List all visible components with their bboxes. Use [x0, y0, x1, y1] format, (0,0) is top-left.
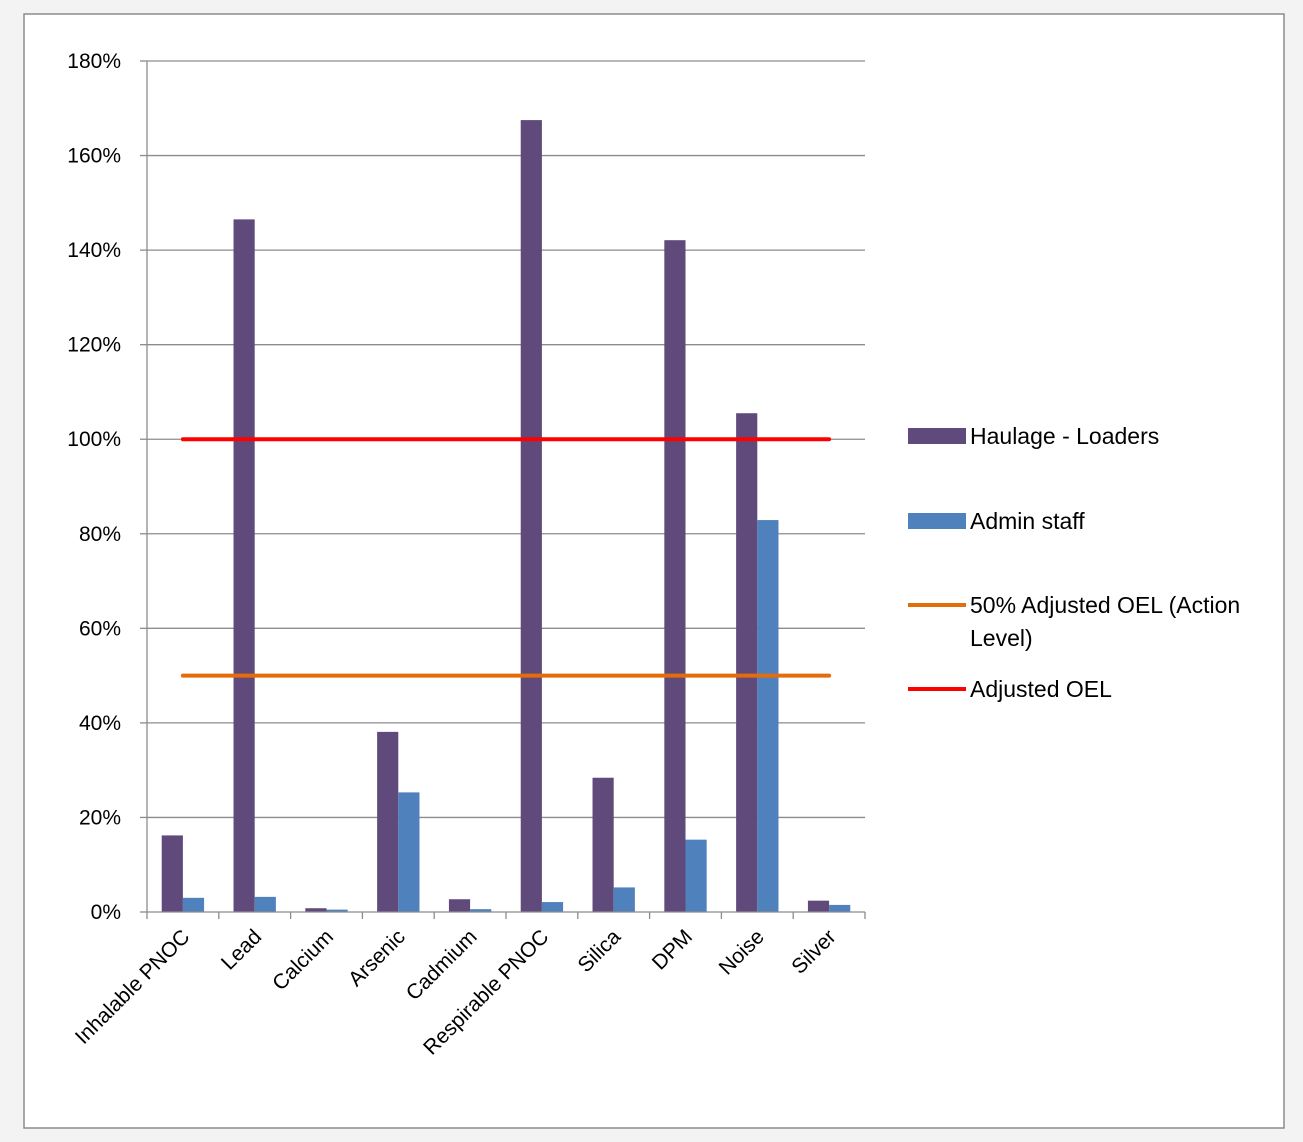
bar [685, 839, 707, 912]
y-tick-labels: 0% 20% 40% 60% 80% 100% 120% 140% 160% 180% [67, 50, 121, 924]
y-tick-label: 60% [79, 617, 121, 640]
bar [664, 240, 686, 912]
legend-label: Admin staff [970, 508, 1085, 534]
legend-swatch [908, 513, 966, 529]
legend: Haulage - Loaders Admin staff 50% Adjusted… [908, 423, 1240, 702]
bar [829, 904, 851, 912]
bar [305, 908, 327, 912]
y-tick-label: 180% [67, 50, 121, 73]
bar [448, 899, 471, 912]
bar [254, 896, 276, 912]
bar [233, 219, 255, 912]
bar [592, 777, 614, 912]
y-tick-label: 100% [67, 428, 121, 451]
bars [161, 120, 851, 912]
bar [541, 902, 564, 912]
y-tick-label: 120% [67, 334, 121, 357]
legend-label: Adjusted OEL [970, 676, 1112, 702]
bar [470, 909, 492, 912]
bar [807, 900, 830, 912]
bar [377, 731, 399, 912]
axes [140, 60, 866, 919]
legend-label: Haulage - Loaders [970, 423, 1159, 449]
y-tick-label: 160% [67, 145, 121, 168]
legend-swatch [908, 428, 966, 444]
bar [161, 835, 183, 912]
bar [520, 120, 542, 912]
y-tick-label: 80% [79, 523, 121, 546]
legend-label: Level) [970, 625, 1033, 651]
y-tick-label: 40% [79, 712, 121, 735]
bar [757, 520, 779, 912]
bar [182, 897, 205, 912]
y-tick-label: 140% [67, 239, 121, 262]
bar [736, 413, 758, 912]
y-tick-label: 20% [79, 806, 121, 829]
bar [613, 887, 635, 912]
y-tick-label: 0% [91, 901, 121, 924]
legend-label: 50% Adjusted OEL (Action [970, 592, 1240, 618]
reference-lines [180, 437, 832, 678]
bar [326, 909, 348, 912]
bar [398, 792, 420, 912]
